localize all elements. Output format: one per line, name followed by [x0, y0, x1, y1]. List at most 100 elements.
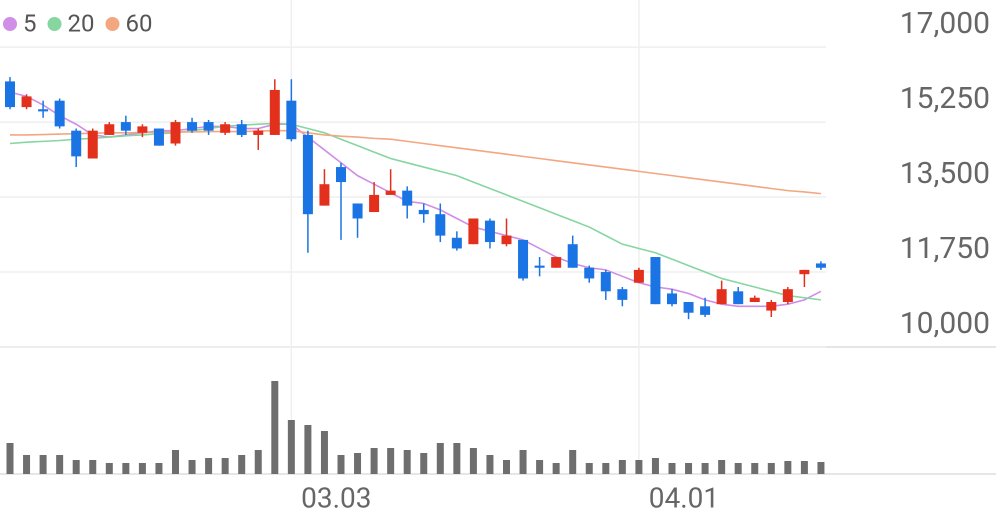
candle-body	[600, 272, 611, 292]
candle-body	[71, 130, 82, 157]
candle-body	[54, 100, 65, 127]
volume-bar	[72, 460, 80, 474]
candle-body	[633, 269, 644, 283]
volume-bar	[205, 458, 213, 474]
volume-bar	[651, 458, 659, 474]
candle-body	[5, 81, 15, 108]
volume-bar	[287, 420, 295, 474]
candle-body	[799, 269, 810, 275]
volume-bar	[685, 463, 693, 474]
volume-bar	[668, 463, 676, 474]
moving-average-line	[9, 91, 822, 308]
candle-body	[534, 265, 545, 268]
candle-body	[253, 130, 264, 135]
candle-body	[170, 122, 181, 144]
volume-bar	[122, 463, 130, 474]
candle-body	[286, 100, 297, 140]
volume-bar	[469, 448, 477, 474]
volume-bar	[304, 425, 312, 474]
volume-bar	[552, 463, 560, 474]
candle-body	[319, 184, 330, 206]
volume-bar	[138, 463, 146, 474]
legend-label: 5	[23, 9, 37, 37]
candle-body	[153, 128, 164, 146]
candle-body	[501, 235, 512, 245]
volume-bar	[635, 460, 643, 474]
candle-body	[38, 109, 49, 112]
candle-body	[220, 124, 231, 133]
volume-bar	[734, 463, 742, 474]
candle-body	[484, 220, 495, 243]
volume-bar	[354, 453, 362, 474]
candle-body	[584, 267, 595, 279]
volume-bar	[519, 450, 527, 474]
volume-bar	[320, 431, 328, 474]
candle-body	[700, 306, 711, 315]
volume-bar	[370, 448, 378, 474]
volume-bar	[188, 460, 196, 474]
volume-bar	[784, 461, 792, 474]
volume-bar	[105, 463, 113, 474]
candle-body	[120, 122, 131, 131]
volume-bar	[238, 455, 246, 474]
volume-bar	[403, 450, 411, 474]
volume-bar	[569, 450, 577, 474]
candle-body	[203, 122, 214, 131]
volume-bar	[271, 381, 279, 474]
candle-body	[766, 302, 777, 311]
volume-bar	[23, 455, 31, 474]
candle-body	[369, 194, 380, 213]
x-tick-label: 04.01	[649, 481, 719, 514]
candle-body	[650, 257, 661, 305]
volume-bar	[436, 443, 444, 474]
candle-body	[352, 203, 363, 219]
legend-swatch	[105, 17, 120, 31]
volume-bar	[618, 460, 626, 474]
volume-bar	[751, 463, 759, 474]
volume-bar	[701, 463, 709, 474]
volume-bar	[486, 455, 494, 474]
volume-bar	[585, 463, 593, 474]
y-tick-label: 15,250	[900, 81, 990, 116]
legend-label: 60	[125, 9, 152, 37]
volume-bar	[39, 455, 47, 474]
candle-body	[551, 257, 562, 268]
volume-bar	[718, 460, 726, 474]
candle-body	[567, 244, 578, 268]
candle-body	[104, 124, 115, 135]
candle-body	[418, 209, 429, 215]
candle-body	[451, 237, 462, 249]
volume-bar	[56, 455, 64, 474]
volume-bar	[800, 461, 808, 474]
legend-swatch	[47, 17, 62, 31]
candle-body	[667, 293, 677, 305]
legend-swatch	[3, 17, 17, 31]
volume-bar	[817, 462, 825, 474]
candle-body	[815, 263, 826, 268]
y-tick-label: 17,000	[900, 6, 990, 41]
volume-bar	[172, 450, 179, 474]
candle-body	[137, 126, 148, 133]
volume-bar	[387, 448, 395, 474]
candle-body	[468, 218, 479, 245]
volume-bar	[6, 443, 14, 474]
candle-body	[733, 291, 744, 305]
candle-body	[683, 302, 694, 313]
y-tick-label: 10,000	[900, 306, 990, 341]
moving-average-line	[9, 122, 822, 301]
candle-body	[518, 239, 529, 279]
candle-body	[21, 96, 32, 108]
moving-average-line	[10, 129, 822, 195]
candle-body	[336, 167, 346, 183]
candle-body	[269, 89, 280, 135]
volume-bar	[453, 443, 461, 474]
candle-body	[236, 124, 247, 135]
volume-bar	[420, 453, 428, 474]
x-tick-label: 03.03	[301, 481, 371, 514]
volume-bar	[254, 450, 262, 474]
volume-bar	[337, 455, 345, 474]
candle-body	[302, 134, 313, 215]
candle-body	[385, 190, 396, 195]
candle-body	[782, 289, 793, 303]
candle-body	[187, 122, 198, 131]
